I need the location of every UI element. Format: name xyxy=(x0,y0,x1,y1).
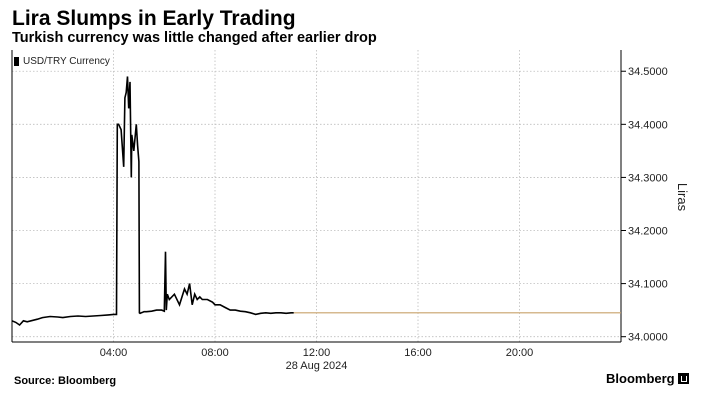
chart-title: Lira Slumps in Early Trading xyxy=(12,7,296,30)
brand-name: Bloomberg xyxy=(606,371,675,386)
y-tick-label: 34.2000 xyxy=(628,226,668,238)
chart-subtitle: Turkish currency was little changed afte… xyxy=(12,30,377,46)
x-tick-label: 12:00 xyxy=(303,347,331,359)
x-tick-label: 20:00 xyxy=(506,347,534,359)
bloomberg-mark-icon xyxy=(677,373,689,384)
y-tick-label: 34.4000 xyxy=(628,119,668,131)
series-line-usd-try xyxy=(11,76,294,327)
bloomberg-logo: Bloomberg xyxy=(606,371,689,386)
y-axis-label: Liras xyxy=(675,183,690,212)
x-date-label: 28 Aug 2024 xyxy=(286,360,348,372)
x-tick-label: 08:00 xyxy=(201,347,229,359)
legend-swatch xyxy=(14,57,19,66)
x-tick-label: 16:00 xyxy=(404,347,432,359)
y-tick-label: 34.0000 xyxy=(628,332,668,344)
legend: USD/TRY Currency xyxy=(14,56,110,67)
x-tick-label: 04:00 xyxy=(100,347,128,359)
source-note: Source: Bloomberg xyxy=(14,375,117,387)
y-tick-label: 34.3000 xyxy=(628,172,668,184)
y-tick-label: 34.1000 xyxy=(628,279,668,291)
y-tick-label: 34.5000 xyxy=(628,66,668,78)
legend-label: USD/TRY Currency xyxy=(23,56,110,67)
